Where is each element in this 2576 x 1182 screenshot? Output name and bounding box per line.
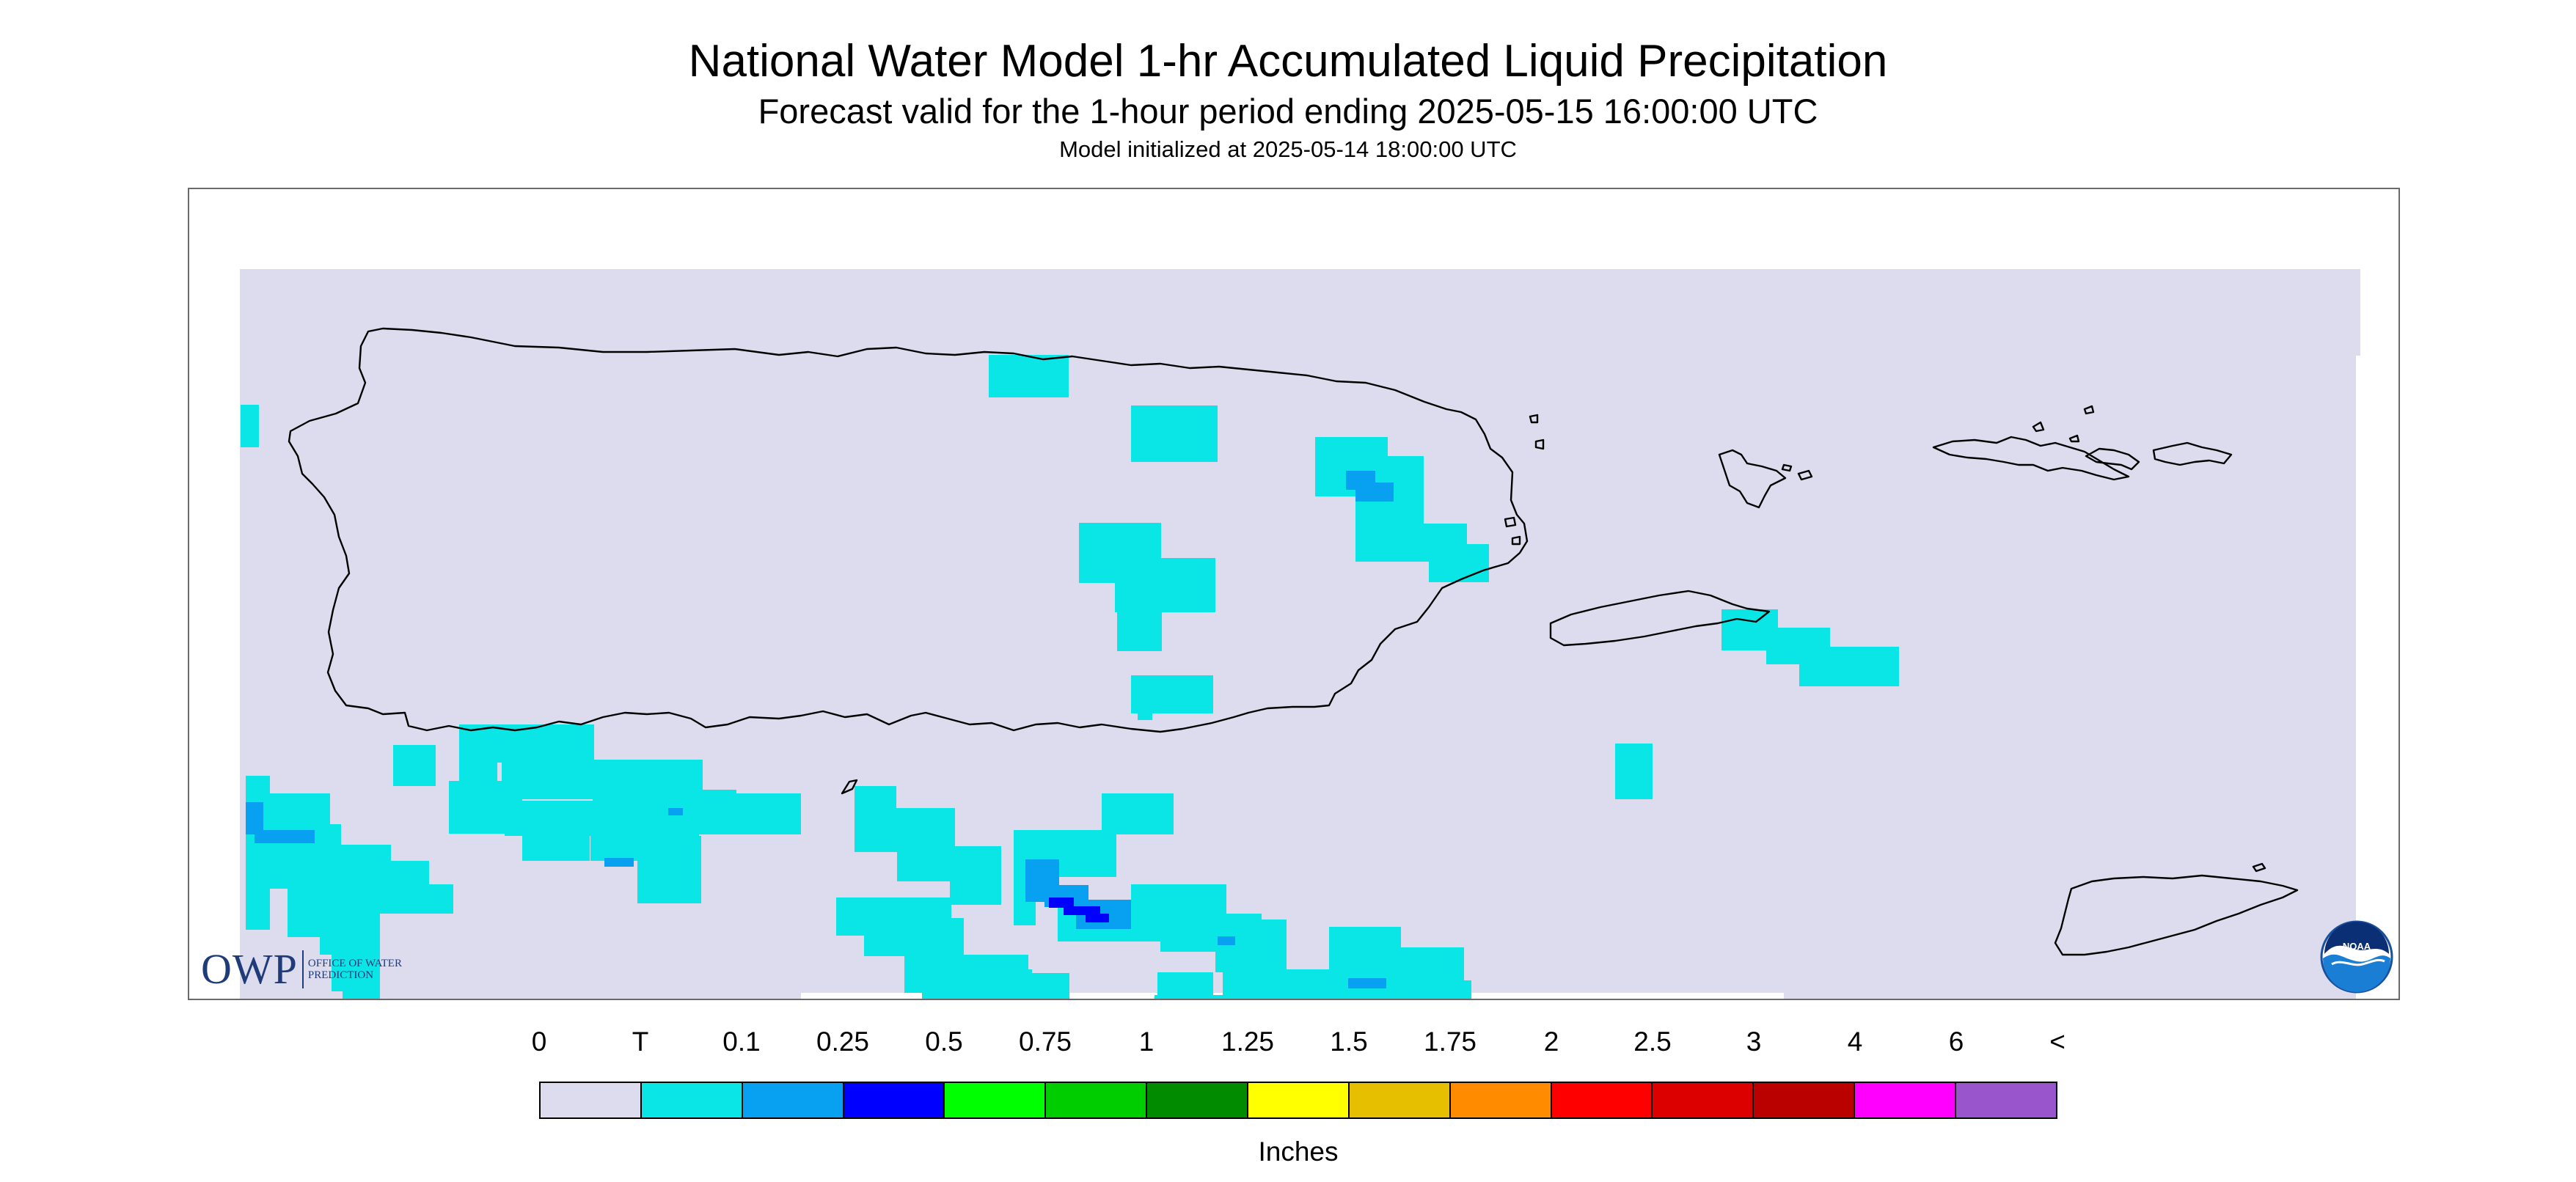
- legend-tick-label: 4: [1847, 1027, 1863, 1057]
- legend-units-label: Inches: [1258, 1137, 1339, 1167]
- data-domain: [240, 269, 2356, 999]
- legend-tick-label: 3: [1746, 1027, 1762, 1057]
- legend-tick-label: 0: [531, 1027, 547, 1057]
- legend-swatch: [1653, 1083, 1754, 1117]
- legend-tick-label: 0.1: [722, 1027, 761, 1057]
- map-subtitle: Forecast valid for the 1-hour period end…: [758, 92, 1818, 131]
- legend-swatch: [1551, 1083, 1653, 1117]
- legend-swatch: [1450, 1083, 1552, 1117]
- legend-tick-label: T: [632, 1027, 649, 1057]
- legend-tick-label: <: [2049, 1027, 2065, 1057]
- st-croix-coastline: [2054, 862, 2299, 956]
- map-title: National Water Model 1-hr Accumulated Li…: [688, 36, 1888, 87]
- legend-tick-label: 0.25: [816, 1027, 870, 1057]
- culebra-coastline: [1718, 449, 1813, 509]
- precipitation-map: [240, 269, 2360, 999]
- islets-east: [1504, 414, 1545, 546]
- legend-swatch: [1349, 1083, 1451, 1117]
- legend-colorbar: [539, 1082, 2057, 1119]
- legend-swatch: [844, 1083, 945, 1117]
- coastlines: [288, 327, 2299, 956]
- owp-logo: OWP OFFICE OF WATER PREDICTION: [201, 947, 411, 991]
- owp-logo-text: OWP: [201, 945, 298, 993]
- model-init-text: Model initialized at 2025-05-14 18:00:00…: [1059, 136, 1517, 162]
- owp-logo-subtext: OFFICE OF WATER PREDICTION: [307, 958, 402, 981]
- map-panel: [188, 188, 2400, 1000]
- legend-tick-label: 1.25: [1221, 1027, 1275, 1057]
- legend-tick-label: 2: [1543, 1027, 1559, 1057]
- legend-swatch: [541, 1083, 642, 1117]
- legend-tick-label: 0.5: [925, 1027, 963, 1057]
- legend-tick-label: 2.5: [1633, 1027, 1672, 1057]
- legend-swatch: [1956, 1083, 2056, 1117]
- legend-tick-label: 1.5: [1330, 1027, 1368, 1057]
- legend-swatch: [1855, 1083, 1957, 1117]
- legend-swatch: [742, 1083, 844, 1117]
- legend-swatch: [641, 1083, 743, 1117]
- legend-swatch: [1754, 1083, 1856, 1117]
- legend-swatch: [1147, 1083, 1249, 1117]
- precipitation-legend: 0 T 0.1 0.25 0.5 0.75 1 1.25 1.5 1.75 2 2.5 3 4 6 < Inc…: [532, 1027, 2065, 1167]
- legend-tick-label: 1: [1138, 1027, 1155, 1057]
- legend-swatch: [1248, 1083, 1350, 1117]
- legend-tick-label: 0.75: [1018, 1027, 1072, 1057]
- st-thomas-st-john-coastline: [1932, 405, 2233, 481]
- legend-swatch: [1046, 1083, 1148, 1117]
- noaa-logo: NOAA: [2320, 920, 2393, 994]
- owp-logo-divider: [301, 950, 304, 988]
- legend-tick-label: 1.75: [1423, 1027, 1477, 1057]
- legend-tick-label: 6: [1948, 1027, 1964, 1057]
- legend-swatch: [945, 1083, 1047, 1117]
- precip-heavy-cells: [1049, 897, 1109, 922]
- noaa-logo-text: NOAA: [2343, 941, 2371, 952]
- puerto-rico-coastline: [288, 327, 1529, 733]
- small-islet: [841, 779, 858, 795]
- vieques-coastline: [1549, 590, 1771, 647]
